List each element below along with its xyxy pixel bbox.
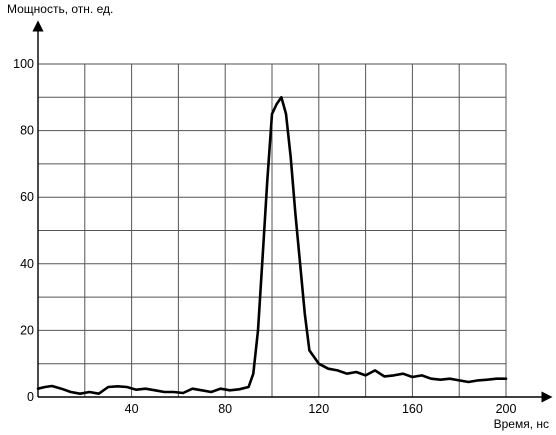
- y-tick-label-80: 80: [20, 124, 34, 138]
- y-tick-label-20: 20: [20, 323, 34, 337]
- y-axis-title: Мощность, отн. ед.: [7, 2, 113, 16]
- y-tick-label-40: 40: [20, 257, 34, 271]
- series: [36, 96, 508, 396]
- series-line-0: [36, 96, 508, 396]
- axes: [32, 20, 553, 403]
- tick-labels: 0 20 40 60 80 100 40 80 120 160 200: [13, 57, 516, 416]
- x-axis-title: Время, нс: [494, 417, 549, 431]
- x-tick-label-160: 160: [402, 402, 423, 416]
- x-tick-label-120: 120: [308, 402, 329, 416]
- y-tick-label-0: 0: [27, 390, 34, 404]
- x-tick-label-40: 40: [125, 402, 139, 416]
- x-tick-label-200: 200: [496, 402, 517, 416]
- y-tick-label-60: 60: [20, 190, 34, 204]
- x-tick-label-80: 80: [218, 402, 232, 416]
- y-tick-label-100: 100: [13, 57, 34, 71]
